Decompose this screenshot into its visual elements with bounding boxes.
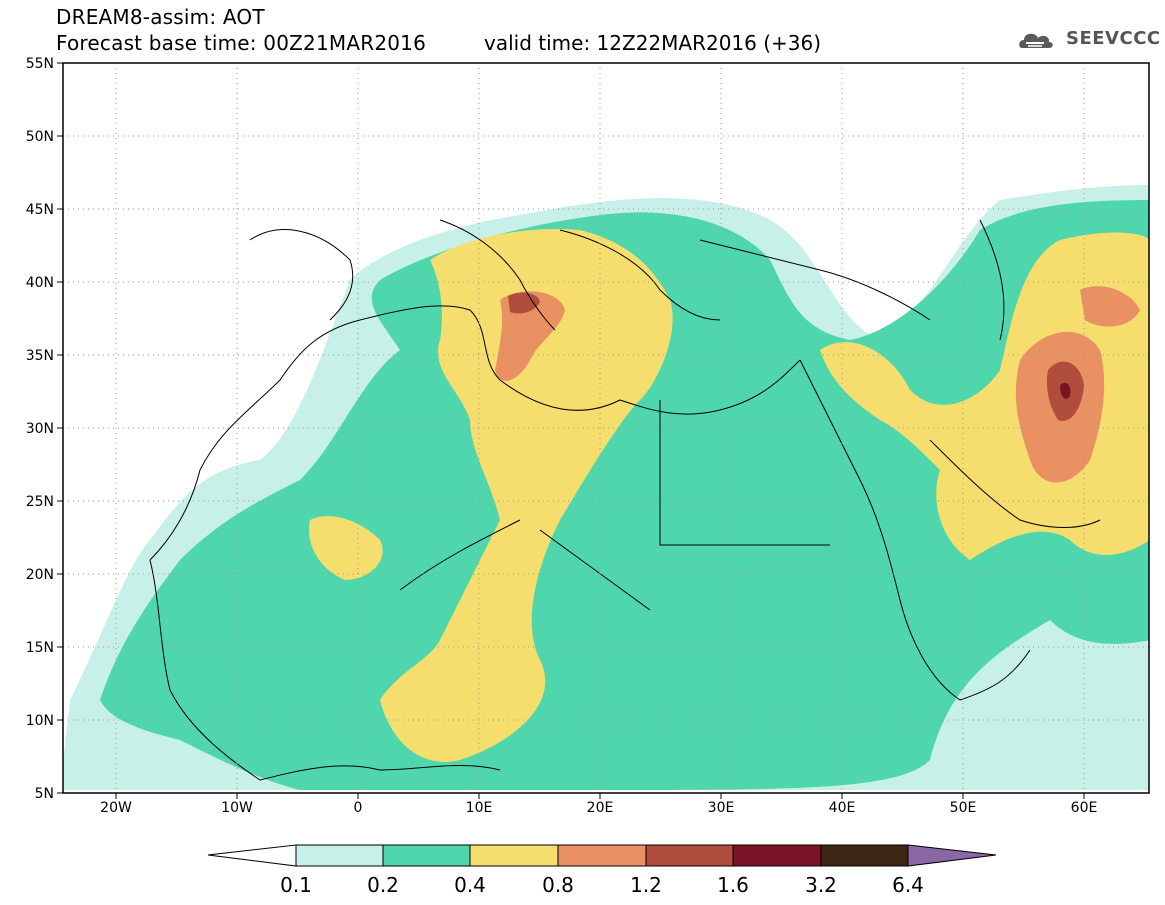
lat-label: 55N: [26, 56, 54, 72]
lat-label: 30N: [26, 421, 54, 437]
title-line-2: Forecast base time: 00Z21MAR2016: [56, 31, 427, 55]
aot-shading: [63, 185, 1149, 790]
colorbar-label: 0.8: [542, 873, 574, 897]
lat-label: 40N: [26, 275, 54, 291]
aot-band-1.6: [1060, 382, 1071, 399]
colorbar-label: 0.1: [280, 873, 312, 897]
lat-label: 10N: [26, 713, 54, 729]
lon-label: 10W: [221, 800, 253, 816]
aot-band-0.4-a: [380, 229, 673, 762]
lon-label: 0: [354, 800, 363, 816]
colorbar-label: 0.2: [367, 873, 399, 897]
colorbar-label: 0.4: [454, 873, 486, 897]
lon-label: 50E: [950, 800, 977, 816]
aot-band-1.2-a: [508, 292, 540, 314]
colorbar-segment: [645, 844, 734, 867]
logo-text: SEEVCCC: [1066, 28, 1161, 49]
colorbar-segment: [382, 844, 471, 867]
colorbar-segment: [295, 844, 384, 867]
lat-label: 35N: [26, 348, 54, 364]
colorbar-segment: [732, 844, 822, 867]
lon-label: 20E: [587, 800, 614, 816]
aot-band-0.8-a: [495, 291, 565, 381]
lat-label: 45N: [26, 202, 54, 218]
lon-label: 40E: [829, 800, 856, 816]
colorbar-label: 1.6: [717, 873, 749, 897]
aot-band-0.8-c: [1080, 286, 1140, 327]
aot-band-0.2: [100, 200, 1149, 790]
colorbar-label: 6.4: [892, 873, 924, 897]
lat-label: 50N: [26, 129, 54, 145]
colorbar-label: 3.2: [805, 873, 837, 897]
graticule: [63, 63, 1149, 793]
colorbar: [207, 844, 997, 867]
colorbar-segment: [557, 844, 647, 867]
coastlines: [149, 219, 1101, 781]
colorbar-label: 1.2: [630, 873, 662, 897]
lat-label: 25N: [26, 494, 54, 510]
colorbar-segment: [820, 844, 909, 867]
colorbar-low-arrow: [207, 844, 297, 867]
colorbar-segment: [469, 844, 559, 867]
lon-label: 20W: [100, 800, 132, 816]
lat-label: 5N: [35, 786, 54, 802]
colorbar-high-arrow: [907, 844, 997, 867]
aot-band-0.4-c: [309, 516, 383, 580]
seevccc-cloud-logo-icon: [1019, 33, 1053, 48]
lat-label: 15N: [26, 640, 54, 656]
axis-ticks: [57, 62, 1085, 799]
title-line-1: DREAM8-assim: AOT: [56, 5, 265, 29]
lat-label: 20N: [26, 567, 54, 583]
valid-time-label: valid time: 12Z22MAR2016 (+36): [484, 31, 822, 55]
lon-label: 30E: [708, 800, 735, 816]
lon-label: 10E: [466, 800, 493, 816]
lon-label: 60E: [1071, 800, 1098, 816]
